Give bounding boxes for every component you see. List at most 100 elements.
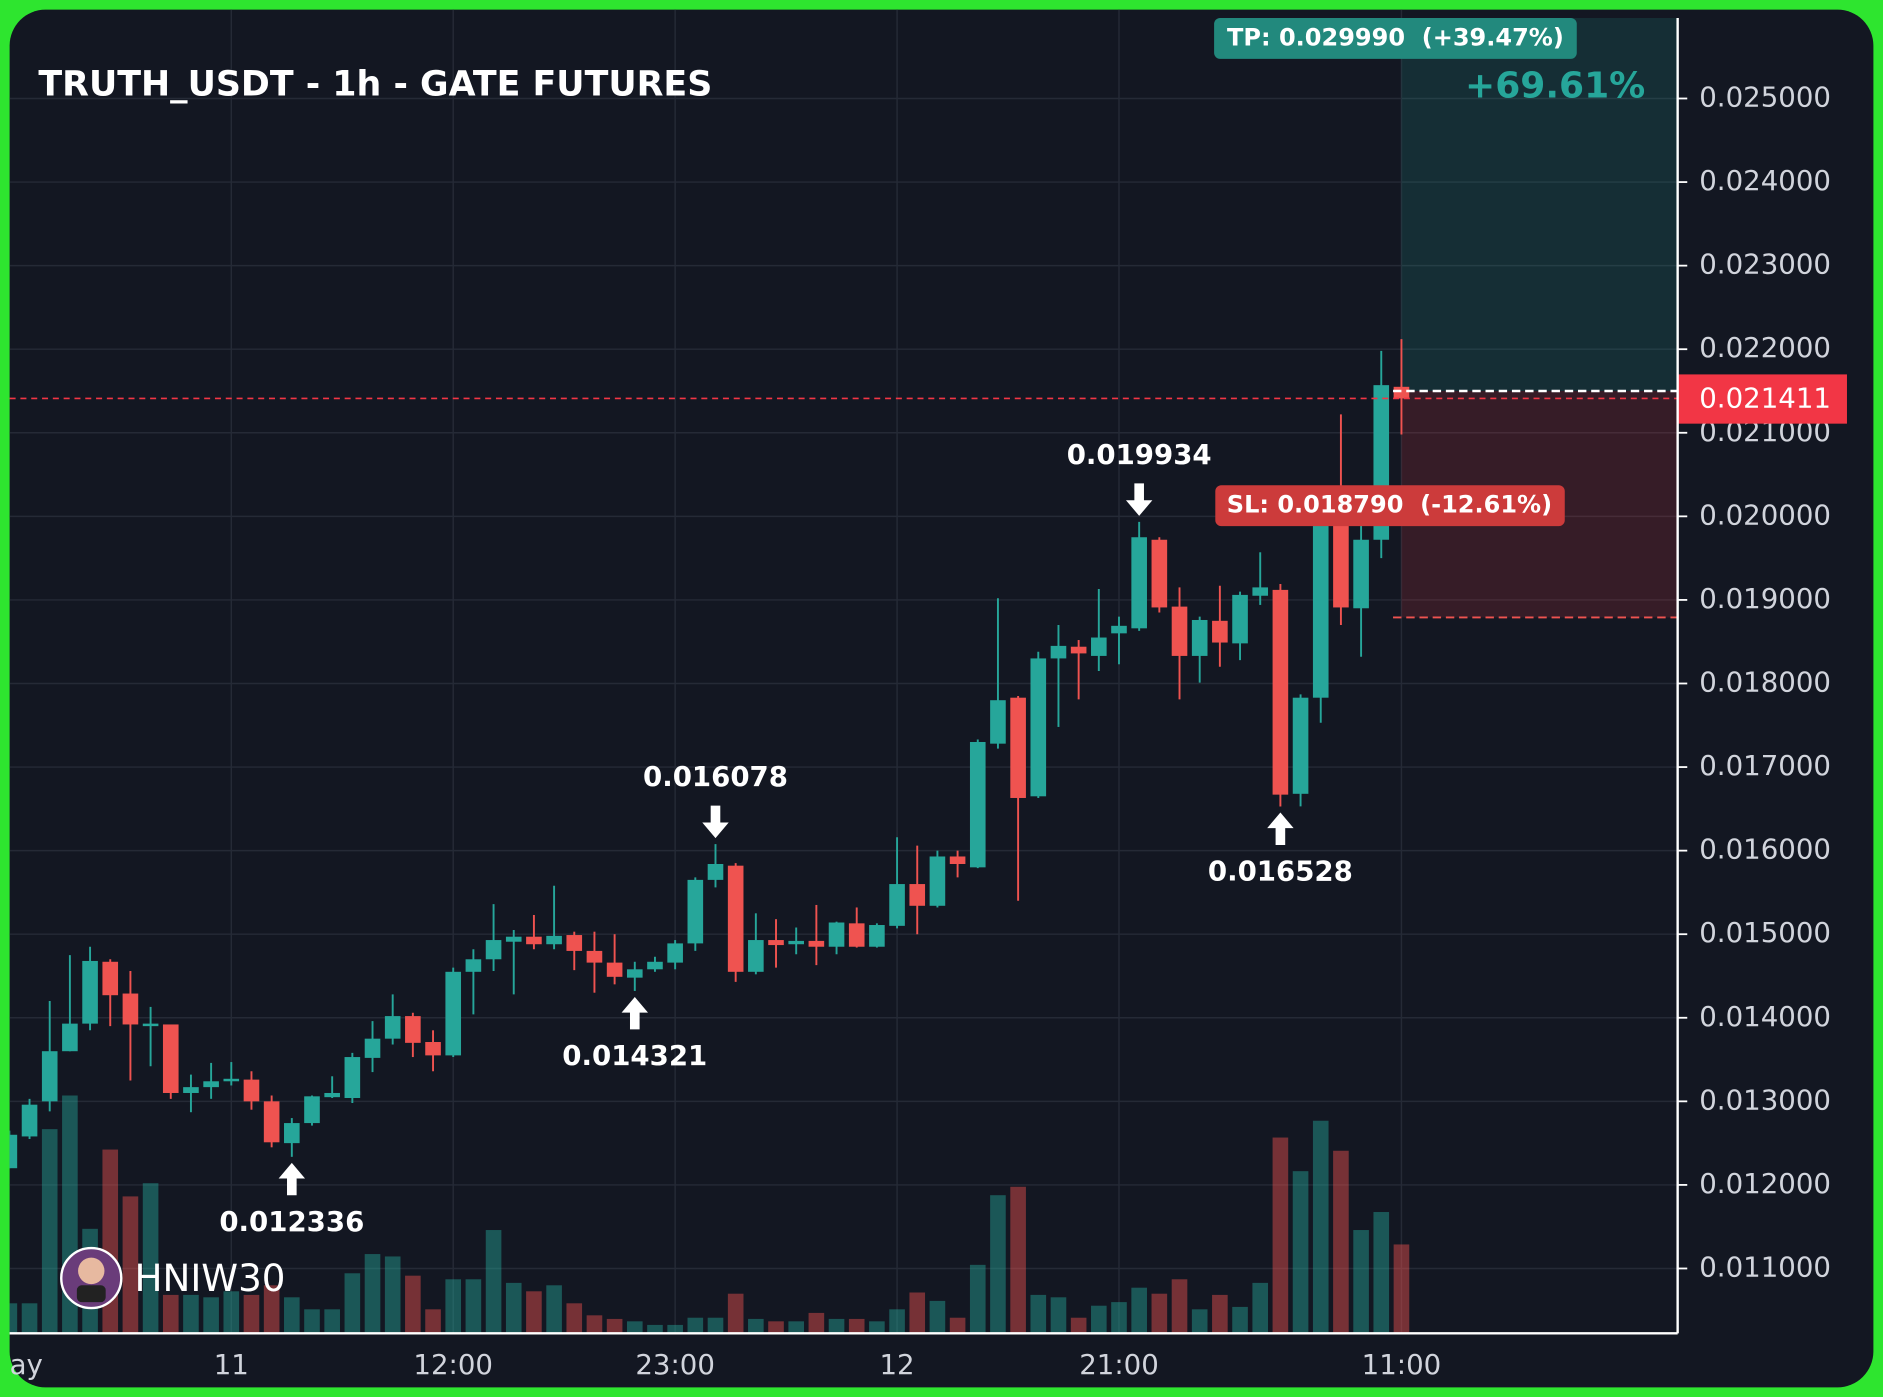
volume-bar <box>1292 1171 1309 1334</box>
candle-body <box>687 879 704 944</box>
candle-body <box>1212 620 1228 643</box>
candle-body <box>707 864 724 880</box>
candle-body <box>21 1104 38 1137</box>
candle-body <box>183 1087 199 1093</box>
marker-arrow <box>1267 812 1294 845</box>
candle-body <box>9 1134 18 1169</box>
candle-body <box>647 961 663 970</box>
watermark-avatar-face <box>78 1257 105 1285</box>
volume-bar <box>990 1195 1006 1334</box>
candle-body <box>425 1042 441 1056</box>
sl-label-box <box>1215 485 1565 527</box>
candle-body <box>606 962 623 977</box>
candle-body <box>1393 386 1410 399</box>
candle-body <box>909 884 926 906</box>
candle-body <box>102 961 119 996</box>
candle-body <box>263 1101 280 1143</box>
x-tick-label: ay <box>10 1348 43 1381</box>
volume-bar <box>727 1293 744 1334</box>
volume-bar <box>384 1256 401 1334</box>
overlay: 0.011000 0.012000 0.013000 0.014000 0.015000… <box>10 80 1847 1381</box>
candle-body <box>1333 516 1349 608</box>
volume-bar <box>526 1291 542 1334</box>
position-zones <box>1401 18 1678 618</box>
x-tick-label: 11:00 <box>1362 1348 1442 1381</box>
y-tick-label: 0.023000 <box>1699 248 1831 281</box>
volume-bar <box>969 1264 986 1334</box>
candle-body <box>384 1016 401 1039</box>
candle-body <box>748 940 764 972</box>
candle-layer <box>9 339 1410 1169</box>
volume-bar <box>808 1312 825 1334</box>
last-price-label: 0.021411 <box>1699 382 1831 415</box>
volume-bar <box>405 1275 421 1334</box>
candle-body <box>1272 589 1289 795</box>
volume-bar <box>344 1273 361 1334</box>
candle-body <box>465 959 482 972</box>
volume-bar <box>142 1183 159 1334</box>
high-annotation: 0.016078 <box>643 760 788 793</box>
x-tick-label: 23:00 <box>635 1348 715 1381</box>
candle-body <box>546 935 562 945</box>
volume-bar <box>1070 1317 1087 1334</box>
candle-body <box>1091 637 1107 656</box>
candle-body <box>1353 539 1369 609</box>
y-tick-label: 0.020000 <box>1699 498 1831 531</box>
tp-zone <box>1401 18 1678 391</box>
candle-body <box>82 960 98 1024</box>
volume-bar <box>1373 1212 1390 1334</box>
volume-bar <box>223 1291 240 1334</box>
candle-body <box>304 1096 320 1124</box>
volume-bar <box>485 1230 502 1334</box>
candle-body <box>828 922 845 947</box>
volume-bar <box>667 1324 683 1334</box>
volume-bar <box>505 1282 522 1334</box>
marker-arrow <box>702 805 729 839</box>
candle-body <box>526 936 542 945</box>
candle-body <box>485 940 502 960</box>
candle-body <box>869 925 885 947</box>
volume-bar <box>1333 1150 1349 1334</box>
high-annotation: 0.019934 <box>1067 438 1212 471</box>
volume-bar <box>324 1309 340 1334</box>
volume-bar <box>9 1303 18 1334</box>
volume-bar <box>889 1309 905 1334</box>
candle-body <box>667 943 683 963</box>
candle-body <box>768 940 784 946</box>
candle-body <box>788 940 804 945</box>
candle-body <box>1070 646 1087 654</box>
y-tick-label: 0.015000 <box>1699 916 1831 949</box>
volume-bar <box>1191 1309 1208 1334</box>
y-tick-label: 0.025000 <box>1699 80 1831 113</box>
candle-body <box>1050 645 1067 659</box>
candle-body <box>727 865 744 972</box>
volume-bar <box>425 1309 441 1334</box>
volume-bar <box>21 1303 38 1334</box>
volume-bar <box>768 1321 784 1334</box>
candle-body <box>162 1024 179 1093</box>
volume-bar <box>869 1321 885 1334</box>
candle-body <box>929 856 946 906</box>
x-tick-label: 21:00 <box>1079 1348 1159 1381</box>
volume-bar <box>909 1292 926 1334</box>
candle-body <box>1131 537 1147 629</box>
candle-body <box>405 1016 421 1043</box>
volume-bar <box>848 1318 865 1334</box>
volume-bar <box>1393 1244 1410 1334</box>
watermark-avatar-body <box>76 1285 106 1303</box>
volume-bar <box>41 1129 58 1334</box>
volume-bar <box>122 1196 139 1334</box>
candle-body <box>1171 606 1188 656</box>
volume-bar <box>1272 1137 1289 1334</box>
y-tick-label: 0.017000 <box>1699 749 1831 782</box>
candle-body <box>889 884 905 926</box>
x-tick-label: 11 <box>214 1348 249 1381</box>
volume-bar <box>1091 1305 1107 1334</box>
candle-body <box>1010 697 1026 798</box>
candle-body <box>41 1051 58 1102</box>
volume-bar <box>162 1294 179 1334</box>
volume-bar <box>1010 1186 1026 1334</box>
candle-body <box>223 1078 240 1082</box>
volume-bar <box>1212 1294 1228 1334</box>
